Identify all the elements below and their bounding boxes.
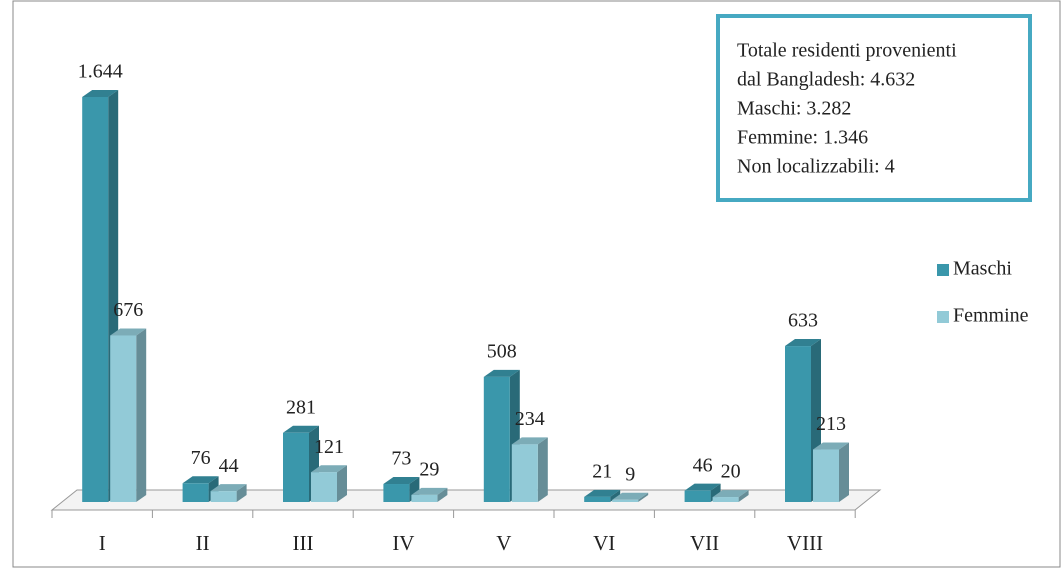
bar [411,487,448,502]
bar-side [236,484,247,502]
bar-top [684,483,721,491]
value-label: 9 [625,463,635,485]
bar-front [612,499,639,502]
bar-front [584,496,611,502]
bar-front [82,97,109,502]
legend-swatch [937,264,949,276]
bar-front [383,484,410,502]
bar-front [813,449,839,502]
annotation-box [716,14,1032,202]
value-label: 1.644 [78,61,123,83]
annotation-text: Non localizzabili: 4 [737,156,895,178]
bar-top [182,476,219,484]
bar-front [684,490,711,502]
bar-front [411,494,438,502]
value-label: 213 [816,413,846,435]
bar-top [813,442,849,450]
bar-front [110,335,137,502]
annotation-text: Totale residenti provenienti [737,40,957,62]
bar [813,442,849,502]
annotation-text: dal Bangladesh: 4.632 [737,69,915,91]
bar-front [182,483,209,502]
bar-side [337,465,347,502]
x-tick-label: II [196,531,210,555]
value-label: 20 [721,461,741,483]
legend-label: Maschi [953,258,1012,280]
value-label: 21 [592,460,612,482]
bar-side [638,492,649,502]
legend-label: Femmine [953,305,1029,327]
value-label: 76 [191,447,211,469]
value-label: 121 [314,436,344,458]
value-label: 46 [693,454,713,476]
value-label: 73 [391,448,411,470]
bar-top [311,465,347,473]
x-tick-label: VIII [787,531,823,555]
bar-top [511,437,548,445]
legend-swatch [937,311,949,323]
bar-front [785,346,811,502]
bar-top [383,477,420,485]
value-label: 633 [788,310,818,332]
annotation-text: Maschi: 3.282 [737,98,851,120]
value-label: 29 [419,458,439,480]
bar [584,489,621,502]
x-tick-label: VI [593,531,615,555]
value-label: 676 [113,299,143,321]
bar-top [785,339,821,347]
bar-top [584,489,621,497]
value-label: 44 [219,455,239,477]
value-label: 508 [487,340,517,362]
bar [712,490,749,502]
bar-top [210,484,247,492]
bar-side [136,328,147,502]
x-tick-label: III [293,531,314,555]
bar-front [511,444,538,502]
bar-side [738,490,749,502]
annotation-text: Femmine: 1.346 [737,127,868,149]
value-label: 281 [286,396,316,418]
bar-top [712,490,749,498]
bar [311,465,347,502]
bar-front [311,472,337,502]
floor [50,489,882,511]
bar-top [483,369,520,377]
bar-side [437,487,448,502]
bar-side [537,437,548,502]
bar-side [610,489,621,502]
bar-front [483,376,510,502]
bar-top [110,328,147,336]
bar [483,369,520,502]
bar-front [210,491,237,502]
bar [210,484,247,502]
x-tick-label: I [99,531,106,555]
bar-front [712,497,739,502]
bar-top [612,492,649,500]
x-tick-label: IV [392,531,414,555]
x-tick-label: V [496,531,511,555]
bar-top [283,425,319,433]
value-label: 234 [515,408,545,430]
bar [511,437,548,502]
bar [612,492,649,502]
x-tick-label: VII [690,531,719,555]
bar-side [839,442,849,502]
bar-top [82,90,119,97]
bar [110,328,147,502]
bar-top [411,487,448,495]
bar-front [283,432,309,502]
